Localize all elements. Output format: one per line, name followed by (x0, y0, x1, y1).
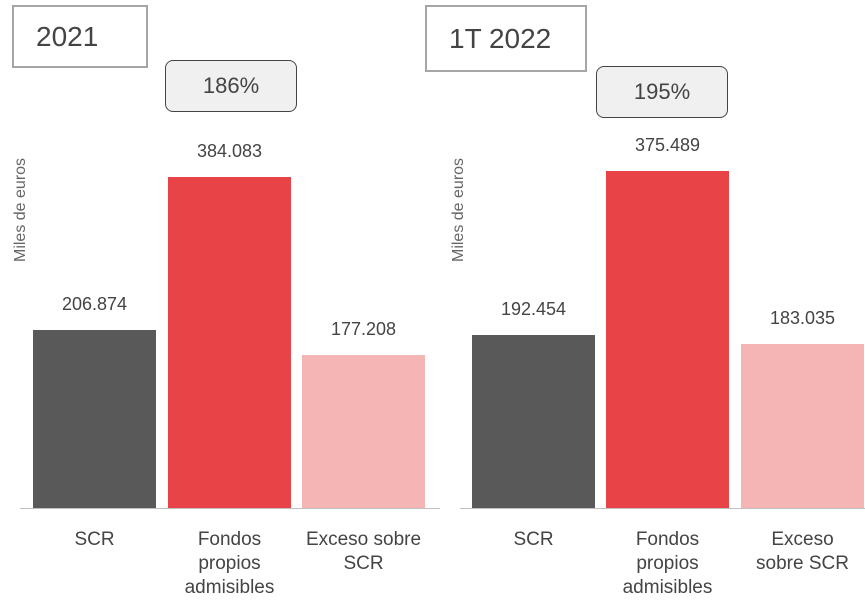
bar (168, 177, 291, 508)
value-label: 177.208 (330, 319, 397, 340)
category-label: Exceso sobre SCR (756, 529, 849, 574)
x-axis-line (20, 508, 440, 509)
bar (472, 335, 595, 508)
y-axis-label: Miles de euros (12, 157, 29, 262)
category-label: Exceso sobre SCR (305, 529, 422, 574)
ratio-annotation: 195% (596, 66, 728, 118)
chart-title: 2021 (12, 5, 148, 68)
bar (33, 329, 156, 508)
y-axis-label: Miles de euros (450, 157, 467, 262)
bar (302, 355, 425, 508)
value-label: 192.454 (500, 299, 567, 320)
x-axis-line (460, 508, 865, 509)
category-label: SCR (74, 529, 115, 550)
bar (606, 171, 729, 508)
category-label: Fondos propios admisibles (622, 529, 713, 598)
value-label: 183.035 (769, 307, 836, 328)
category-label: SCR (513, 529, 554, 550)
value-label: 384.083 (196, 141, 263, 161)
ratio-annotation: 186% (165, 60, 297, 112)
bar (741, 343, 864, 508)
value-label: 375.489 (634, 135, 701, 155)
chart-title: 1T 2022 (425, 5, 587, 72)
value-label: 206.874 (61, 293, 128, 314)
category-label: Fondos propios admisibles (184, 529, 275, 598)
